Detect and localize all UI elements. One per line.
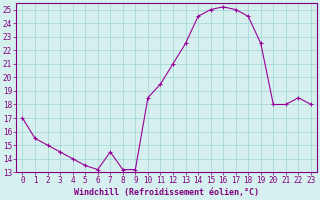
X-axis label: Windchill (Refroidissement éolien,°C): Windchill (Refroidissement éolien,°C): [74, 188, 259, 197]
